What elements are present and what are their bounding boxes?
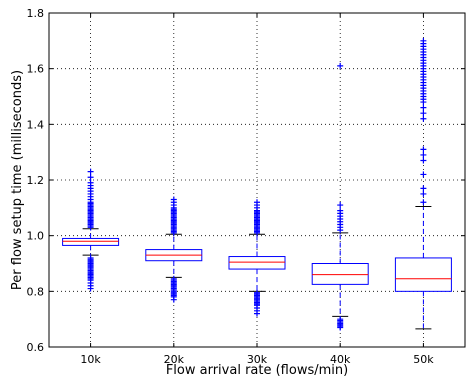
outlier-marker: [420, 115, 427, 122]
box-rect: [394, 257, 452, 292]
outlier-marker: [420, 104, 427, 111]
outlier-marker: [254, 199, 260, 206]
box-40k: [311, 62, 369, 331]
outlier-marker: [254, 310, 260, 317]
outlier-marker: [87, 174, 94, 181]
x-tick-label: 30k: [247, 353, 268, 366]
outlier-marker: [420, 157, 427, 164]
x-tick-label: 20k: [164, 353, 185, 366]
outlier-marker: [420, 171, 427, 178]
outlier-marker: [420, 37, 427, 44]
x-axis-title: Flow arrival rate (flows/min): [166, 363, 348, 378]
outlier-marker: [170, 196, 177, 203]
box-50k: [394, 37, 452, 330]
outlier-marker: [420, 146, 427, 153]
box-rect: [62, 237, 120, 246]
x-tick-label: 50k: [413, 353, 434, 366]
box-rect: [311, 263, 369, 285]
y-axis-title: Per flow setup time (milliseconds): [10, 70, 25, 290]
outlier-marker: [337, 324, 344, 331]
box-20k: [145, 196, 203, 303]
outlier-marker: [420, 151, 427, 158]
x-tick-label: 40k: [330, 353, 351, 366]
outlier-marker: [87, 168, 94, 175]
y-tick-label: 0.6: [27, 341, 45, 354]
outlier-marker: [420, 110, 427, 117]
x-tick-label: 10k: [80, 353, 101, 366]
outlier-marker: [420, 199, 427, 206]
outlier-marker: [87, 179, 94, 186]
y-tick-label: 1.8: [27, 7, 45, 20]
outlier-marker: [337, 207, 344, 214]
y-tick-label: 0.8: [27, 285, 45, 298]
axis-ticks: 0.6 0.8 1.0 1.2 1.4 1.6 1.8 10k 20k 30k 40k 50k: [27, 7, 465, 366]
outlier-marker: [420, 190, 427, 197]
outlier-marker: [170, 296, 177, 303]
y-tick-label: 1.6: [27, 63, 45, 76]
outlier-marker: [337, 62, 344, 69]
y-tick-label: 1.2: [27, 174, 45, 187]
box-series: [62, 37, 452, 331]
y-tick-label: 1.0: [27, 230, 45, 243]
box-10k: [62, 168, 120, 292]
y-tick-label: 1.4: [27, 118, 45, 131]
outlier-marker: [337, 202, 344, 209]
box-rect: [228, 256, 286, 270]
box-30k: [228, 199, 286, 317]
outlier-marker: [87, 285, 94, 292]
outlier-marker: [420, 185, 427, 192]
